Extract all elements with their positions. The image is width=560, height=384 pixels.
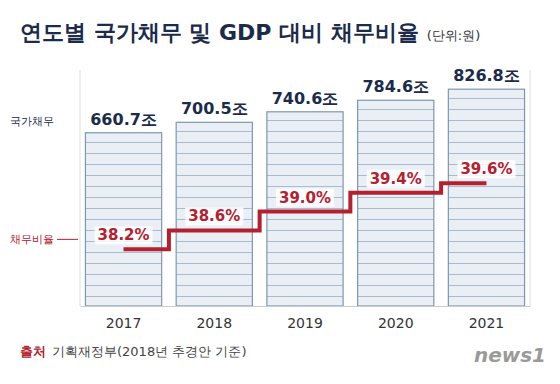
label-patch: [276, 189, 334, 207]
ratio-label: 39.6%: [460, 160, 512, 178]
bar-label: 660.7조: [90, 110, 157, 129]
tick: 2019: [287, 315, 323, 331]
ratio-line: [124, 183, 487, 249]
tick-label: 2021: [469, 315, 505, 331]
tick: 2018: [196, 315, 232, 331]
bar: [267, 112, 343, 306]
bar-label: 740.6조: [272, 89, 339, 108]
source-label: 출처: [20, 344, 46, 359]
label-patch: [457, 160, 515, 178]
bar: [358, 100, 434, 306]
ratio-label: 38.2%: [98, 226, 150, 244]
plot-area: [85, 89, 524, 306]
y-axis-line: [80, 70, 81, 306]
tick: 2017: [106, 315, 142, 331]
ratio-label: 38.6%: [188, 207, 240, 225]
label-patch: [185, 207, 243, 225]
data-labels: 660.7조 700.5조 740.6조 784.6조 826.8조 38.2% 38.6%…: [90, 66, 520, 244]
legend-line: [57, 239, 78, 240]
label-patch: [95, 226, 153, 244]
source: 기획재정부(2018년 추경안 기준): [52, 344, 247, 359]
tick: 2020: [378, 315, 414, 331]
bar-label: 700.5조: [181, 99, 248, 118]
tick-label: 2017: [106, 315, 142, 331]
label-patch: [367, 170, 425, 188]
subtitle: (단위:원): [427, 28, 481, 43]
tick-label: 2019: [287, 315, 323, 331]
chart: 연도별 국가채무 및 GDP 대비 채무비율 (단위:원) 2017 2018 2019…: [0, 0, 560, 384]
ratio-label: 39.0%: [279, 189, 331, 207]
x-axis: 2017 2018 2019 2020 2021: [81, 307, 531, 331]
legend-label: 채무비율: [10, 233, 54, 246]
y2-axis-line: [530, 70, 531, 306]
legend-label: 국가채무: [10, 115, 54, 128]
ratio-label: 39.4%: [370, 170, 422, 188]
legend: 국가채무채무비율: [10, 115, 78, 247]
bar: [448, 89, 524, 306]
bar: [85, 133, 161, 306]
title: 연도별 국가채무 및 GDP 대비 채무비율: [20, 20, 419, 45]
bar-label: 826.8조: [453, 66, 520, 85]
tick: 2021: [469, 315, 505, 331]
bar-label: 784.6조: [362, 77, 429, 96]
tick-label: 2020: [378, 315, 414, 331]
logo: news1: [474, 343, 546, 367]
x-axis-line: [81, 306, 531, 307]
bar: [176, 122, 252, 306]
tick-label: 2018: [196, 315, 232, 331]
